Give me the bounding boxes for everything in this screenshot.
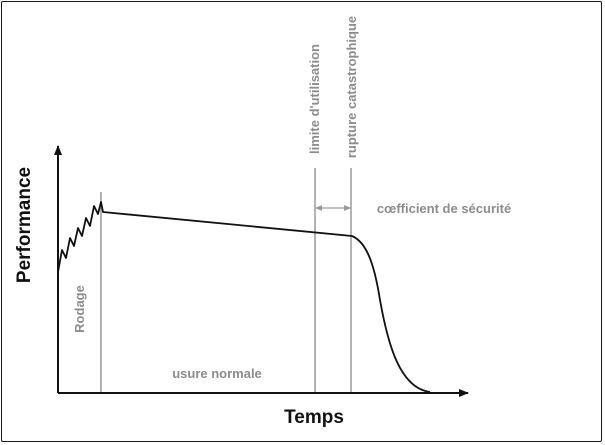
break-in-label: Rodage xyxy=(72,285,87,333)
normal-wear-label: usure normale xyxy=(172,366,262,381)
x-axis-label: Temps xyxy=(284,407,344,428)
y-axis-label: Performance xyxy=(14,167,35,283)
catastrophic-failure-label: rupture catastrophique xyxy=(344,16,359,158)
usage-limit-label: limite d'utilisation xyxy=(307,44,322,154)
performance-curve xyxy=(57,201,431,393)
safety-margin-label: cœfficient de sécurité xyxy=(377,201,511,216)
